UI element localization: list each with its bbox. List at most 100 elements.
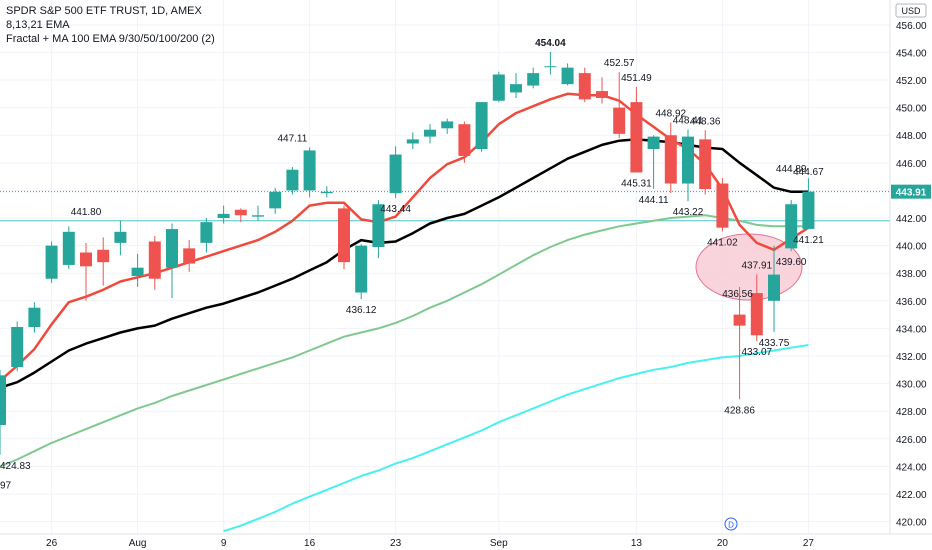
- time-axis-tick: 26: [46, 538, 58, 549]
- candle-body[interactable]: [578, 73, 591, 100]
- time-axis-tick: 23: [390, 538, 402, 549]
- candle-body[interactable]: [45, 245, 58, 279]
- candle-body[interactable]: [544, 66, 557, 68]
- time-axis-tick: 27: [803, 538, 815, 549]
- fractal-label: 424.83: [0, 461, 31, 472]
- candle-body[interactable]: [80, 252, 92, 267]
- time-axis-tick: Aug: [129, 538, 147, 549]
- candle-body[interactable]: [355, 245, 368, 293]
- candle-body[interactable]: [458, 124, 471, 156]
- candle-body[interactable]: [527, 73, 540, 86]
- candle-body[interactable]: [664, 135, 677, 184]
- fractal-label: 441.21: [793, 235, 824, 246]
- candle-body[interactable]: [475, 102, 488, 150]
- candle-body[interactable]: [441, 121, 454, 129]
- candle-body[interactable]: [286, 169, 299, 191]
- price-axis-tick: 456.00: [896, 21, 927, 32]
- time-axis-tick: 13: [631, 538, 643, 549]
- candle-body[interactable]: [11, 327, 24, 368]
- candle-body[interactable]: [0, 375, 6, 425]
- candle-body[interactable]: [733, 314, 746, 326]
- candle-body[interactable]: [406, 139, 419, 144]
- candle-body[interactable]: [131, 267, 144, 276]
- currency-box[interactable]: [895, 3, 927, 18]
- fractal-label: 444.67: [793, 167, 824, 178]
- candle-body[interactable]: [372, 204, 385, 247]
- fractal-label: 451.49: [621, 73, 652, 84]
- candle-body[interactable]: [785, 204, 798, 249]
- fractal-label: 448.92: [656, 109, 687, 120]
- price-axis-tick: 446.00: [896, 159, 927, 170]
- candle-body[interactable]: [166, 229, 178, 268]
- dividend-marker-icon[interactable]: [724, 517, 738, 531]
- currency-label: USD: [901, 6, 921, 16]
- candle-body[interactable]: [114, 231, 127, 243]
- fractal-label: 433.75: [759, 338, 790, 349]
- fractal-label: 452.57: [604, 58, 635, 69]
- current-price-value: 443.91: [896, 188, 927, 199]
- price-axis-tick: 450.00: [896, 104, 927, 115]
- candle-body[interactable]: [252, 215, 264, 217]
- price-axis-tick: 438.00: [896, 269, 927, 280]
- candle-body[interactable]: [682, 136, 694, 184]
- candle-body[interactable]: [97, 249, 110, 263]
- fractal-label: 436.56: [722, 289, 753, 300]
- price-axis-tick: 454.00: [896, 48, 927, 59]
- candle-body[interactable]: [303, 150, 316, 191]
- indicator-fractal-label: Fractal + MA 100 EMA 9/30/50/100/200 (2): [6, 33, 215, 45]
- candle-body[interactable]: [716, 183, 729, 228]
- time-axis-tick: 9: [221, 538, 227, 549]
- dividend-marker-label: D: [728, 521, 734, 530]
- fractal-label: 97: [0, 480, 12, 491]
- price-axis-tick: 422.00: [896, 490, 927, 501]
- time-axis[interactable]: [0, 534, 932, 550]
- candle-body[interactable]: [768, 274, 780, 301]
- fractal-label: 441.80: [71, 207, 102, 218]
- fractal-label: 439.60: [776, 257, 807, 268]
- candle-body[interactable]: [183, 248, 196, 264]
- candle-body[interactable]: [269, 191, 282, 209]
- candle-body[interactable]: [510, 84, 522, 93]
- price-axis-tick: 448.00: [896, 131, 927, 142]
- price-axis-tick: 428.00: [896, 407, 927, 418]
- price-axis-tick: 424.00: [896, 462, 927, 473]
- candle-body[interactable]: [699, 139, 712, 190]
- candle-body[interactable]: [200, 222, 213, 243]
- candle-body[interactable]: [561, 67, 574, 85]
- candle-body[interactable]: [217, 213, 230, 219]
- candle-body[interactable]: [389, 154, 402, 194]
- candle-body[interactable]: [630, 102, 643, 173]
- candle-body[interactable]: [613, 107, 626, 134]
- candle-body[interactable]: [28, 307, 41, 328]
- price-axis-tick: 432.00: [896, 352, 927, 363]
- price-axis[interactable]: [890, 0, 932, 534]
- candle-body[interactable]: [802, 191, 815, 229]
- candle-body[interactable]: [596, 91, 608, 98]
- candle-body[interactable]: [148, 241, 161, 279]
- price-axis-tick: 442.00: [896, 214, 927, 225]
- candle-body[interactable]: [647, 136, 660, 150]
- fractal-label: 436.12: [346, 305, 377, 316]
- fractal-label: 447.11: [277, 134, 307, 145]
- fractal-label: 441.02: [707, 238, 738, 249]
- chart-legend: SPDR S&P 500 ETF TRUST, 1D, AMEX 8,13,21…: [6, 4, 215, 46]
- candle-body[interactable]: [424, 129, 436, 137]
- symbol-title: SPDR S&P 500 ETF TRUST, 1D, AMEX: [6, 5, 202, 17]
- candle-body[interactable]: [320, 191, 333, 194]
- candle-body[interactable]: [492, 74, 505, 101]
- price-axis-tick: 426.00: [896, 435, 927, 446]
- candle-body[interactable]: [234, 209, 247, 216]
- time-axis-tick: Sep: [490, 538, 508, 549]
- candle-body[interactable]: [750, 293, 763, 336]
- time-axis-tick: 16: [304, 538, 316, 549]
- fractal-label: 445.31: [621, 178, 652, 189]
- fractal-label: 428.86: [724, 405, 755, 416]
- candle-body[interactable]: [338, 208, 350, 263]
- candle-body[interactable]: [62, 231, 75, 265]
- fractal-label: 448.41: [673, 116, 704, 127]
- price-axis-tick: 436.00: [896, 297, 927, 308]
- price-axis-tick: 434.00: [896, 324, 927, 335]
- fractal-label: 443.44: [380, 204, 411, 215]
- fractal-label: 444.89: [776, 164, 807, 175]
